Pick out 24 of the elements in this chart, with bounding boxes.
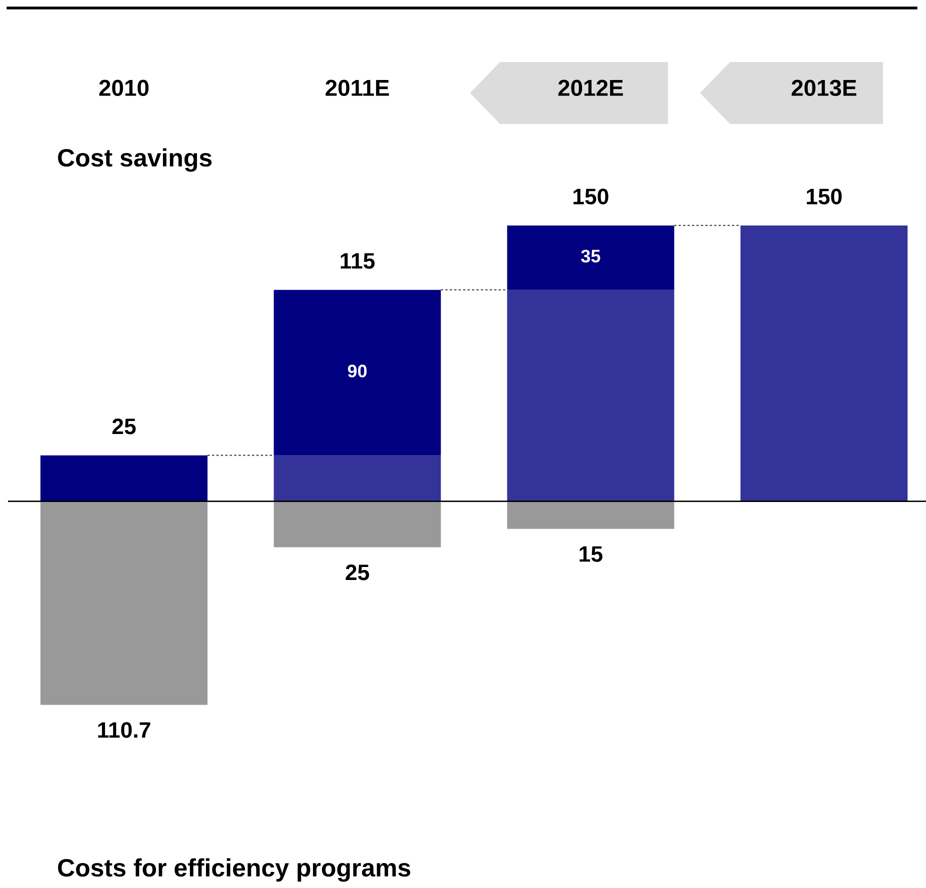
annotation: 150: [574, 188, 608, 204]
annotation: 25: [346, 564, 370, 580]
bar: [274, 290, 441, 456]
x-tick-label: 2012E: [558, 80, 623, 96]
annotation: 150: [806, 188, 842, 204]
bar: [274, 501, 441, 548]
bar: [40, 501, 208, 705]
x-tick-label: 2011E: [326, 80, 389, 96]
annotation: 115: [340, 253, 375, 269]
x-tick-label: 2013E: [792, 80, 856, 96]
text: Costs for efficiency programs: [58, 858, 410, 882]
data-label: 90: [348, 364, 367, 378]
bar: [274, 455, 441, 502]
bar: [507, 290, 674, 502]
annotation: 15: [580, 546, 602, 562]
data-label: 35: [581, 250, 600, 263]
bar: [507, 501, 674, 529]
bar: [740, 225, 908, 502]
annotation: 110.7: [98, 722, 150, 738]
x-tick-label: 2010: [99, 80, 149, 96]
bar: [507, 225, 674, 290]
annotation: 25: [112, 418, 136, 434]
bar: [40, 455, 208, 502]
chart-title: Cost savings: [58, 148, 212, 172]
